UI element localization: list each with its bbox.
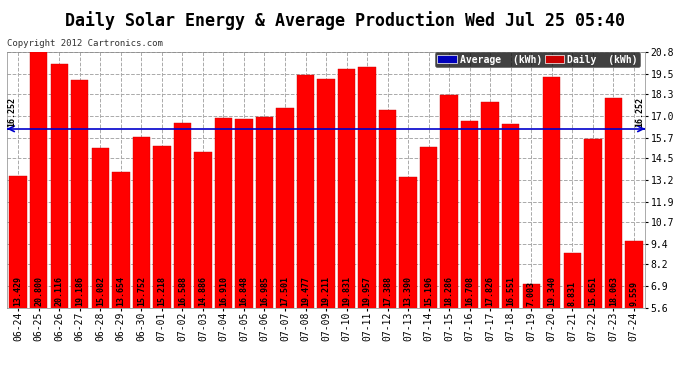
Text: 15.218: 15.218: [157, 276, 166, 306]
Bar: [132, 137, 150, 375]
Text: 16.252: 16.252: [8, 97, 17, 127]
Text: 14.886: 14.886: [199, 276, 208, 306]
Bar: [604, 98, 622, 375]
Bar: [112, 172, 130, 375]
Bar: [215, 118, 232, 375]
Text: 13.390: 13.390: [404, 276, 413, 306]
Bar: [543, 77, 560, 375]
Bar: [358, 67, 376, 375]
Bar: [338, 69, 355, 375]
Bar: [10, 176, 27, 375]
Text: 16.588: 16.588: [178, 276, 187, 306]
Bar: [297, 75, 314, 375]
Bar: [379, 110, 396, 375]
Bar: [92, 148, 109, 375]
Text: 15.196: 15.196: [424, 276, 433, 306]
Bar: [256, 117, 273, 375]
Text: 15.082: 15.082: [96, 276, 105, 306]
Text: 16.848: 16.848: [239, 276, 248, 306]
Bar: [440, 94, 458, 375]
Bar: [420, 147, 437, 375]
Bar: [584, 139, 602, 375]
Text: 18.063: 18.063: [609, 276, 618, 306]
Bar: [71, 80, 88, 375]
Text: 13.654: 13.654: [117, 276, 126, 306]
Text: 19.186: 19.186: [75, 276, 84, 306]
Bar: [482, 102, 499, 375]
Text: 19.211: 19.211: [322, 276, 331, 306]
Bar: [522, 284, 540, 375]
Text: 16.708: 16.708: [465, 276, 474, 306]
Text: 16.910: 16.910: [219, 276, 228, 306]
Bar: [317, 79, 335, 375]
Text: 18.286: 18.286: [444, 276, 453, 306]
Text: 20.116: 20.116: [55, 276, 63, 306]
Text: 19.340: 19.340: [547, 276, 556, 306]
Text: 8.831: 8.831: [568, 281, 577, 306]
Text: 16.252: 16.252: [635, 97, 644, 127]
Text: 7.003: 7.003: [526, 281, 535, 306]
Bar: [461, 121, 478, 375]
Bar: [400, 177, 417, 375]
Text: 17.826: 17.826: [486, 276, 495, 306]
Bar: [502, 124, 520, 375]
Text: Copyright 2012 Cartronics.com: Copyright 2012 Cartronics.com: [7, 39, 163, 48]
Text: 16.985: 16.985: [260, 276, 269, 306]
Bar: [276, 108, 294, 375]
Bar: [153, 146, 170, 375]
Text: 19.957: 19.957: [362, 276, 372, 306]
Text: 19.477: 19.477: [301, 276, 310, 306]
Bar: [30, 53, 48, 375]
Bar: [625, 241, 642, 375]
Text: 17.501: 17.501: [280, 276, 290, 306]
Text: 20.800: 20.800: [34, 276, 43, 306]
Legend: Average  (kWh), Daily  (kWh): Average (kWh), Daily (kWh): [435, 52, 640, 67]
Bar: [194, 152, 212, 375]
Text: 13.429: 13.429: [14, 276, 23, 306]
Text: 9.559: 9.559: [629, 281, 638, 306]
Text: 17.388: 17.388: [383, 276, 392, 306]
Bar: [174, 123, 191, 375]
Text: 16.551: 16.551: [506, 276, 515, 306]
Text: 15.752: 15.752: [137, 276, 146, 306]
Bar: [235, 119, 253, 375]
Text: 15.651: 15.651: [589, 276, 598, 306]
Text: Daily Solar Energy & Average Production Wed Jul 25 05:40: Daily Solar Energy & Average Production …: [65, 11, 625, 30]
Bar: [564, 253, 581, 375]
Text: 19.831: 19.831: [342, 276, 351, 306]
Bar: [50, 64, 68, 375]
